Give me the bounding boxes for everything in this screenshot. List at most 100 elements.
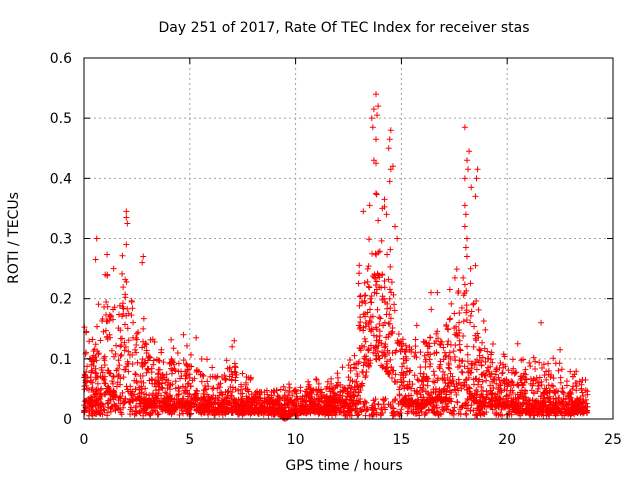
data-point	[229, 343, 236, 350]
data-point	[466, 388, 473, 395]
data-point	[460, 292, 467, 299]
data-point	[499, 370, 506, 377]
data-point	[369, 124, 376, 131]
data-point	[225, 388, 232, 395]
data-point	[104, 303, 111, 310]
data-point	[209, 395, 216, 402]
data-point	[416, 403, 423, 410]
data-point	[373, 190, 380, 197]
data-point	[480, 318, 487, 325]
data-point	[180, 357, 187, 364]
data-point	[461, 281, 468, 288]
data-point	[149, 380, 156, 387]
data-point	[320, 391, 327, 398]
data-point	[104, 251, 111, 258]
data-point	[148, 400, 155, 407]
data-point	[535, 379, 542, 386]
data-point	[517, 412, 524, 419]
data-point	[89, 412, 96, 419]
data-point	[112, 407, 119, 414]
data-point	[446, 377, 453, 384]
data-point	[394, 235, 401, 242]
data-point	[229, 389, 236, 396]
data-point	[227, 392, 234, 399]
data-point	[370, 157, 377, 164]
data-point	[290, 402, 297, 409]
data-point	[399, 363, 406, 370]
data-point	[261, 399, 268, 406]
data-point	[488, 349, 495, 356]
data-point	[411, 399, 418, 406]
data-point	[133, 403, 140, 410]
data-point	[406, 347, 413, 354]
data-point	[84, 363, 91, 370]
data-point	[313, 376, 320, 383]
data-point	[421, 402, 428, 409]
x-axis-label: GPS time / hours	[285, 458, 402, 474]
data-point	[468, 184, 475, 191]
data-point	[483, 388, 490, 395]
data-point	[392, 371, 399, 378]
data-point	[132, 370, 139, 377]
data-point	[421, 352, 428, 359]
data-point	[232, 374, 239, 381]
data-point	[130, 397, 137, 404]
data-point	[576, 401, 583, 408]
data-point	[291, 408, 298, 415]
data-point	[550, 355, 557, 362]
data-point	[467, 265, 474, 272]
data-point	[414, 376, 421, 383]
data-point	[159, 380, 166, 387]
data-point	[117, 327, 124, 334]
data-point	[115, 311, 122, 318]
data-point	[129, 351, 136, 358]
data-point	[120, 284, 127, 291]
data-point	[345, 403, 352, 410]
data-point	[520, 373, 527, 380]
data-point	[106, 317, 113, 324]
data-point	[464, 351, 471, 358]
data-point	[520, 394, 527, 401]
data-point	[306, 398, 313, 405]
data-point	[99, 318, 106, 325]
data-point	[385, 145, 392, 152]
axis-ticks	[83, 57, 614, 420]
data-point	[487, 356, 494, 363]
data-point	[132, 346, 139, 353]
data-point	[354, 382, 361, 389]
data-point	[389, 410, 396, 417]
data-point	[536, 359, 543, 366]
data-point	[91, 409, 98, 416]
data-point	[168, 410, 175, 417]
data-point	[550, 375, 557, 382]
data-point	[376, 321, 383, 328]
data-point	[247, 405, 254, 412]
data-point	[158, 404, 165, 411]
data-point	[106, 369, 113, 376]
data-point	[470, 407, 477, 414]
data-point	[198, 355, 205, 362]
data-point	[386, 286, 393, 293]
data-point	[257, 404, 264, 411]
data-point	[333, 405, 340, 412]
data-point	[468, 360, 475, 367]
data-point	[557, 374, 564, 381]
data-point	[284, 394, 291, 401]
data-point	[362, 300, 369, 307]
data-point	[446, 387, 453, 394]
data-point	[292, 386, 299, 393]
x-tick-label: 10	[287, 432, 305, 448]
data-point	[478, 384, 485, 391]
data-point	[433, 349, 440, 356]
data-point	[391, 397, 398, 404]
data-point	[106, 313, 113, 320]
data-point	[476, 407, 483, 414]
data-point	[430, 403, 437, 410]
data-point	[505, 367, 512, 374]
data-point	[479, 339, 486, 346]
data-point	[488, 395, 495, 402]
data-point	[460, 318, 467, 325]
data-point	[540, 412, 547, 419]
data-point	[222, 388, 229, 395]
data-point	[314, 389, 321, 396]
